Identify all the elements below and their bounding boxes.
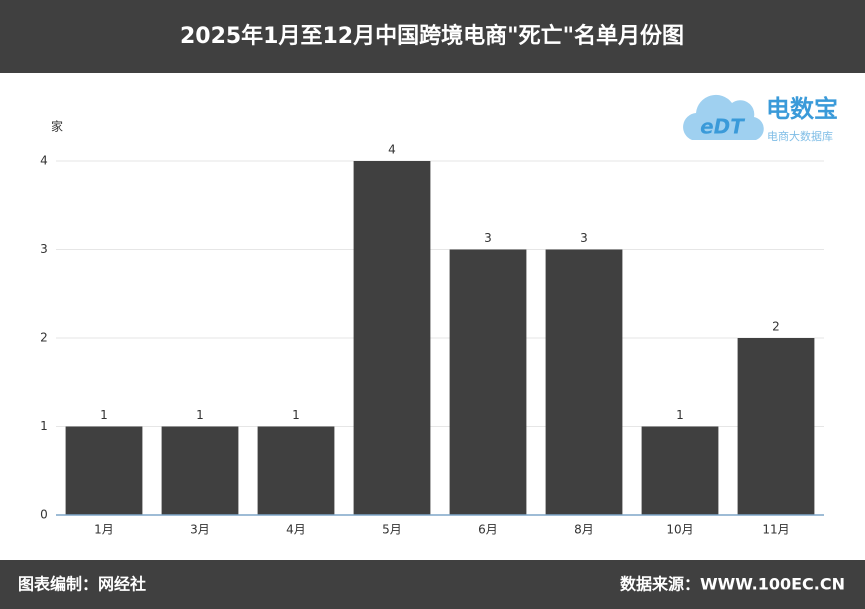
- data-label: 1: [100, 408, 108, 422]
- bar: [353, 161, 431, 515]
- x-tick-label: 1月: [94, 523, 114, 537]
- data-label: 1: [292, 408, 300, 422]
- x-tick-label: 11月: [762, 523, 789, 537]
- data-label: 2: [772, 320, 780, 334]
- y-tick-label: 2: [40, 331, 48, 345]
- bar: [257, 426, 335, 515]
- footer-bar: [0, 560, 865, 609]
- data-label: 3: [580, 231, 588, 245]
- footer-right: 数据来源：WWW.100EC.CN: [620, 575, 845, 594]
- y-tick-label: 0: [40, 508, 48, 522]
- data-label: 1: [196, 408, 204, 422]
- chart-title: 2025年1月至12月中国跨境电商"死亡"名单月份图: [180, 23, 684, 49]
- logo-name: 电数宝: [766, 95, 838, 123]
- x-tick-label: 4月: [286, 523, 306, 537]
- bar: [641, 426, 719, 515]
- bar: [449, 249, 527, 515]
- bar: [65, 426, 143, 515]
- footer-left: 图表编制：网经社: [18, 575, 146, 594]
- x-tick-label: 6月: [478, 523, 498, 537]
- logo-mark: eDT: [700, 115, 745, 139]
- x-tick-label: 5月: [382, 523, 402, 537]
- bar: [737, 338, 815, 515]
- x-tick-label: 3月: [190, 523, 210, 537]
- logo: eDT 电数宝 电商大数据库: [683, 94, 838, 143]
- bar: [161, 426, 239, 515]
- x-tick-label: 10月: [666, 523, 693, 537]
- data-label: 3: [484, 231, 492, 245]
- header-bar: [0, 0, 865, 73]
- y-tick-label: 1: [40, 419, 48, 433]
- y-tick-label: 3: [40, 242, 48, 256]
- bar: [545, 249, 623, 515]
- data-label: 1: [676, 408, 684, 422]
- x-tick-label: 8月: [574, 523, 594, 537]
- logo-cloud: [683, 94, 764, 140]
- y-axis-label: 家: [51, 119, 63, 134]
- y-tick-label: 4: [40, 154, 48, 168]
- data-label: 4: [388, 143, 396, 157]
- logo-tagline: 电商大数据库: [767, 129, 833, 143]
